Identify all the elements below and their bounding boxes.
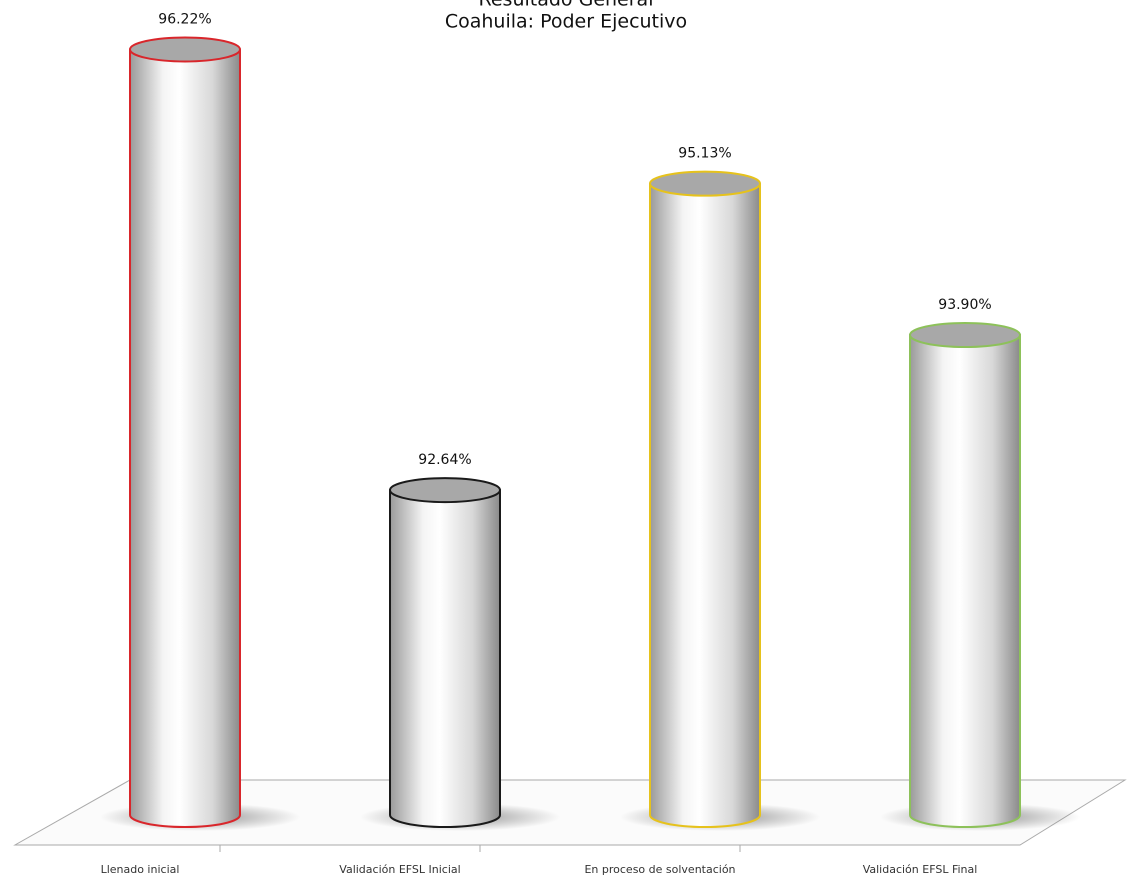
bar-top — [129, 36, 241, 63]
bar — [389, 489, 501, 828]
x-tick-label: En proceso de solventación — [584, 863, 735, 876]
value-label: 93.90% — [938, 297, 991, 313]
bar — [129, 48, 241, 828]
chart-subtitle: Coahuila: Poder Ejecutivo — [445, 11, 687, 33]
value-label: 92.64% — [418, 452, 471, 468]
bar — [649, 182, 761, 828]
value-label: 95.13% — [678, 146, 731, 162]
bar-top — [389, 477, 501, 504]
bar-top — [649, 170, 761, 197]
x-tick-label: Llenado inicial — [101, 863, 180, 876]
floor — [13, 779, 1127, 846]
chart-title: Resultado General — [479, 0, 654, 11]
x-tick-label: Validación EFSL Final — [863, 863, 978, 876]
bar-top — [909, 322, 1021, 348]
bar — [909, 334, 1021, 828]
value-label: 96.22% — [158, 11, 211, 27]
x-tick-label: Validación EFSL Inicial — [339, 863, 460, 876]
